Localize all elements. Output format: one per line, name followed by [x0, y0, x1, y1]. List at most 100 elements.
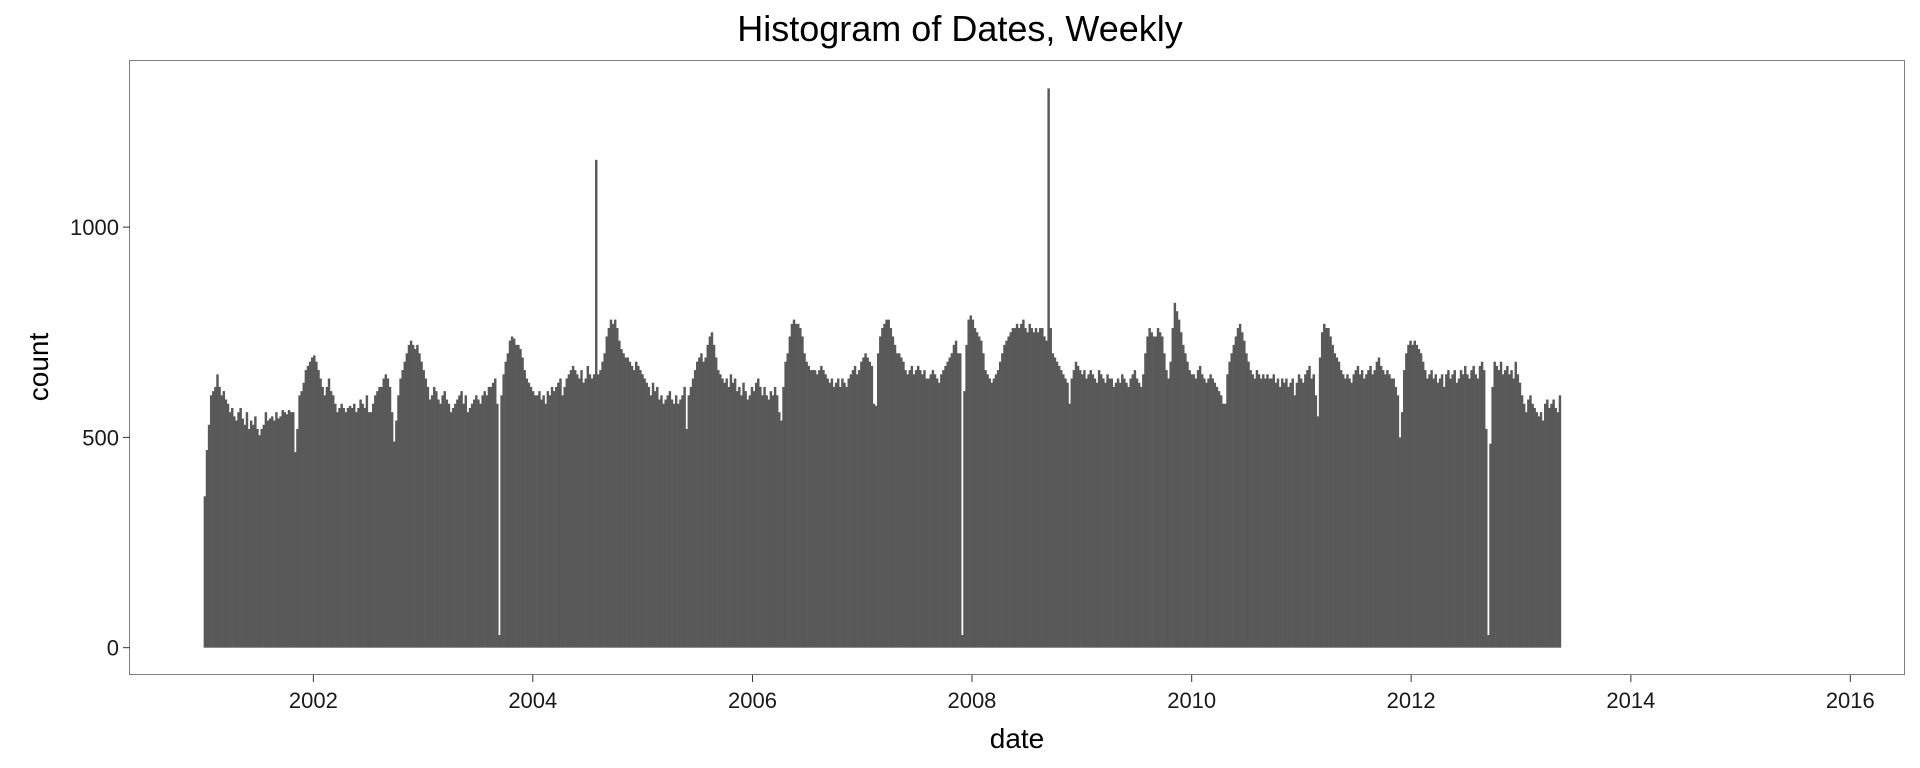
histogram-bar	[668, 391, 672, 648]
histogram-bar	[1405, 353, 1408, 648]
histogram-bar	[1232, 344, 1236, 648]
histogram-bar	[1501, 374, 1505, 648]
histogram-bar	[576, 374, 579, 648]
histogram-bar	[653, 391, 657, 648]
histogram-bar	[1169, 361, 1172, 648]
histogram-bar	[1068, 403, 1071, 648]
histogram-bar	[605, 336, 608, 648]
histogram-bar	[1179, 332, 1183, 648]
histogram-bar	[1285, 378, 1288, 648]
histogram-bar	[1493, 361, 1496, 648]
histogram-bar	[874, 405, 878, 648]
histogram-bar	[1548, 407, 1551, 648]
histogram-bar	[1436, 382, 1440, 648]
histogram-bar	[449, 412, 453, 648]
histogram-bar	[986, 374, 989, 648]
histogram-bar	[1464, 365, 1467, 648]
histogram-bar	[950, 353, 954, 648]
histogram-bar	[584, 378, 587, 648]
histogram-bar	[836, 378, 840, 648]
histogram-bar	[799, 328, 802, 648]
histogram-bar	[294, 452, 297, 648]
histogram-bar	[784, 361, 787, 648]
histogram-bar	[491, 382, 495, 648]
histogram-bar	[742, 382, 745, 648]
histogram-bar	[649, 395, 653, 648]
histogram-bar	[916, 365, 920, 648]
histogram-bar	[1194, 378, 1198, 648]
histogram-bar	[1472, 365, 1475, 648]
histogram-bar	[548, 395, 552, 648]
histogram-bar	[893, 344, 897, 648]
histogram-bar	[1440, 374, 1444, 648]
histogram-bar	[1175, 311, 1179, 648]
histogram-bar	[607, 328, 611, 648]
histogram-bar	[1428, 374, 1431, 648]
histogram-bar	[1386, 370, 1389, 648]
histogram-bar	[733, 378, 737, 648]
histogram-bar	[826, 378, 829, 648]
histogram-bar	[780, 420, 783, 648]
histogram-bar	[1350, 382, 1353, 648]
histogram-bar	[1116, 378, 1120, 648]
histogram-bar	[708, 336, 712, 648]
histogram-bar	[1205, 382, 1208, 648]
histogram-bar	[1030, 328, 1034, 648]
histogram-bar	[693, 370, 697, 648]
histogram-bar	[765, 395, 768, 648]
y-axis: 0 500 1000	[70, 215, 130, 661]
histogram-bar	[319, 378, 322, 648]
histogram-bar	[283, 412, 287, 648]
histogram-bar	[944, 365, 947, 648]
histogram-bar	[1038, 328, 1042, 648]
histogram-bar	[348, 405, 352, 648]
histogram-bar	[933, 374, 937, 648]
histogram-bar	[1442, 386, 1446, 648]
histogram-bar	[1224, 403, 1227, 648]
histogram-bar	[1341, 374, 1345, 648]
histogram-bar	[1482, 370, 1486, 648]
histogram-bar	[382, 378, 385, 648]
histogram-bar	[567, 374, 571, 648]
histogram-bar	[1476, 378, 1480, 648]
histogram-bar	[1329, 336, 1332, 648]
histogram-bar	[1245, 353, 1248, 648]
histogram-bar	[1276, 378, 1280, 648]
histogram-bar	[937, 382, 941, 648]
histogram-bar	[639, 370, 642, 648]
histogram-bar	[340, 403, 343, 648]
histogram-bar	[369, 412, 373, 648]
histogram-bar	[376, 391, 379, 648]
histogram-bar	[643, 378, 646, 648]
histogram-bar	[298, 395, 301, 648]
histogram-bar	[914, 370, 918, 648]
histogram-bar	[801, 336, 804, 648]
histogram-bar	[1304, 374, 1307, 648]
histogram-bar	[618, 340, 621, 648]
histogram-bar	[233, 416, 236, 648]
histogram-bar	[1156, 328, 1160, 648]
histogram-bar	[432, 386, 436, 648]
histogram-bar	[1333, 353, 1337, 648]
histogram-bar	[1013, 328, 1017, 648]
histogram-bar	[723, 382, 726, 648]
histogram-bar	[1344, 378, 1347, 648]
histogram-bar	[367, 412, 371, 648]
histogram-bar	[626, 357, 630, 648]
histogram-bar	[1238, 323, 1242, 648]
histogram-bar	[908, 370, 911, 648]
histogram-bar	[519, 349, 522, 648]
histogram-bar	[424, 378, 428, 648]
histogram-bar	[929, 374, 933, 648]
histogram-bar	[647, 386, 651, 648]
histogram-bar	[1371, 374, 1374, 648]
histogram-bar	[1110, 378, 1113, 648]
histogram-bar	[523, 370, 526, 648]
histogram-bar	[1413, 340, 1416, 648]
histogram-bar	[988, 378, 991, 648]
histogram-bar	[1367, 370, 1370, 648]
histogram-bar	[226, 403, 230, 648]
histogram-bar	[405, 353, 409, 648]
histogram-bar	[1186, 361, 1189, 648]
histogram-bar	[927, 378, 930, 648]
